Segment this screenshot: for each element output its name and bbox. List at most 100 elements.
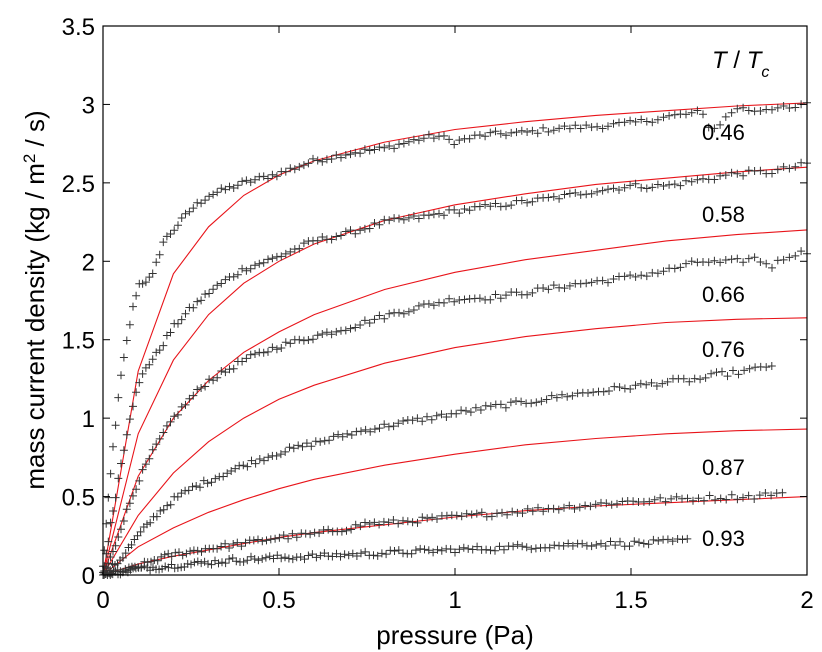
data-point xyxy=(518,542,527,551)
data-point xyxy=(213,188,222,197)
data-point xyxy=(299,161,308,170)
data-point xyxy=(460,295,469,304)
data-point xyxy=(318,233,327,241)
data-point xyxy=(347,431,356,439)
data-point xyxy=(298,442,307,451)
data-point xyxy=(246,350,255,359)
data-point xyxy=(147,557,155,566)
data-point xyxy=(178,551,187,560)
data-point xyxy=(576,190,585,199)
x-tick-label: 1.5 xyxy=(614,587,647,614)
data-point xyxy=(539,284,548,292)
fit-curve-0.76 xyxy=(102,317,808,576)
data-point xyxy=(404,307,413,316)
data-point xyxy=(166,417,175,426)
data-point xyxy=(523,128,532,136)
data-point xyxy=(394,519,403,528)
data-point xyxy=(106,518,115,527)
data-point xyxy=(380,314,389,323)
data-point xyxy=(197,559,206,568)
data-point xyxy=(251,459,260,468)
data-point xyxy=(384,518,393,527)
data-point xyxy=(166,230,175,238)
data-point xyxy=(277,554,286,563)
data-point xyxy=(385,309,394,318)
data-point xyxy=(762,363,771,372)
data-point xyxy=(346,324,355,333)
y-tick-label: 1.5 xyxy=(62,328,95,355)
data-point xyxy=(221,539,230,548)
data-point xyxy=(445,294,454,303)
fit-curve-0.87 xyxy=(102,428,808,576)
data-point xyxy=(462,406,470,415)
data-point xyxy=(549,504,558,513)
data-point xyxy=(685,377,694,386)
data-point xyxy=(668,537,677,546)
data-point xyxy=(290,165,299,174)
data-point xyxy=(739,171,748,180)
data-point xyxy=(648,118,657,127)
data-point xyxy=(129,402,137,411)
data-point xyxy=(767,362,776,370)
data-point xyxy=(659,182,668,190)
data-point xyxy=(356,226,365,235)
data-point xyxy=(229,184,238,192)
data-point xyxy=(755,491,764,500)
data-point xyxy=(296,553,305,561)
data-point xyxy=(122,336,131,345)
y-tick-label: 3 xyxy=(82,92,95,119)
data-point xyxy=(313,156,322,165)
data-point xyxy=(432,411,441,420)
data-point xyxy=(653,115,662,124)
data-point xyxy=(221,559,230,568)
data-point xyxy=(111,493,120,502)
data-point xyxy=(268,343,277,352)
data-point xyxy=(318,157,327,166)
data-point xyxy=(153,556,162,565)
data-point xyxy=(375,220,384,229)
data-point xyxy=(598,124,607,133)
data-point xyxy=(509,542,518,551)
data-point xyxy=(663,377,672,386)
data-point xyxy=(295,335,304,344)
data-point xyxy=(602,499,611,508)
data-point xyxy=(513,540,522,549)
data-point xyxy=(699,174,707,183)
data-point xyxy=(318,330,327,338)
data-point xyxy=(560,190,569,199)
data-point xyxy=(336,552,345,561)
data-point xyxy=(527,399,536,408)
data-point xyxy=(481,200,490,209)
data-point xyxy=(145,454,154,463)
data-point xyxy=(591,500,600,509)
data-point xyxy=(678,535,687,544)
data-point xyxy=(207,478,216,487)
data-point xyxy=(413,518,422,527)
data-point xyxy=(189,391,198,400)
data-point xyxy=(502,131,510,140)
data-point xyxy=(493,509,501,518)
data-point xyxy=(409,135,418,144)
data-point xyxy=(584,389,592,397)
series-label-0.87: 0.87 xyxy=(702,455,745,480)
data-point xyxy=(459,543,468,552)
data-point xyxy=(512,288,521,297)
data-point xyxy=(427,415,436,424)
data-point xyxy=(451,548,459,557)
data-point xyxy=(247,456,256,465)
data-point xyxy=(734,370,743,379)
data-point xyxy=(644,540,653,549)
data-point xyxy=(272,345,281,354)
data-point xyxy=(761,489,770,497)
data-point xyxy=(637,115,646,124)
data-point xyxy=(455,545,464,554)
data-point xyxy=(654,536,663,545)
data-point xyxy=(733,104,742,113)
data-point xyxy=(395,214,403,223)
data-point xyxy=(380,143,389,152)
data-point xyxy=(312,553,321,562)
data-point xyxy=(676,263,685,272)
data-point xyxy=(109,442,117,451)
data-point xyxy=(200,557,209,566)
data-point xyxy=(716,120,725,129)
